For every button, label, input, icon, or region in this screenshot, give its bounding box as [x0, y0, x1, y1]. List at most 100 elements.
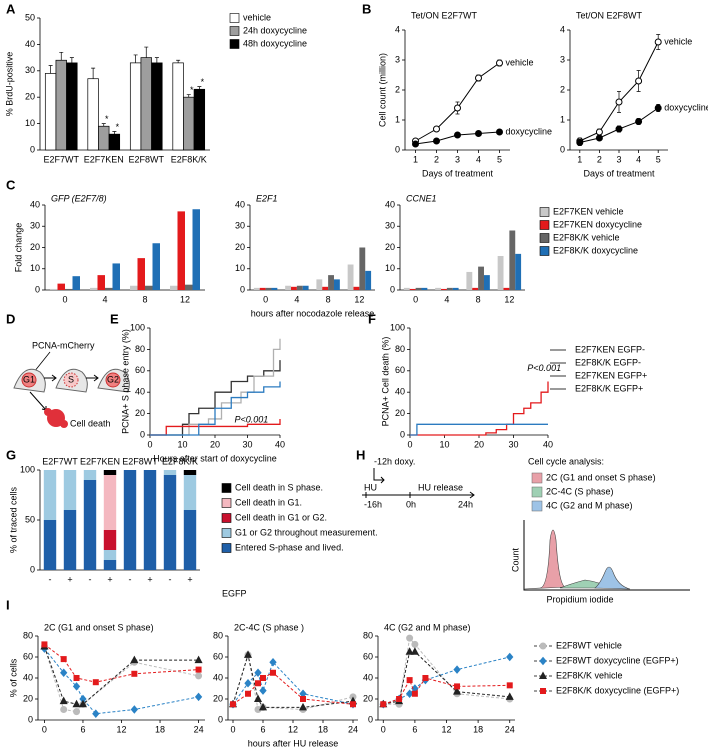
bar — [296, 285, 303, 290]
point — [270, 669, 276, 676]
x-tick-label: E2F7KEN — [84, 154, 124, 164]
y-tick-label: 0 — [28, 714, 33, 724]
chart-title: Tet/ON E2F7WT — [411, 10, 478, 20]
x-tick-label: 4 — [476, 154, 481, 164]
y-tick-label: 30 — [25, 65, 35, 75]
x-axis-label: EGFP — [222, 588, 247, 598]
error-bar — [144, 46, 149, 58]
histogram-2c — [523, 529, 567, 590]
bar — [98, 125, 110, 151]
point — [195, 666, 202, 673]
legend-swatch — [539, 233, 550, 243]
timeline-label: 24h — [458, 499, 473, 509]
point — [576, 139, 584, 146]
y-tick-label: 0 — [240, 284, 245, 294]
x-tick-label: 12 — [288, 724, 298, 734]
point — [505, 692, 514, 700]
legend-swatch — [539, 246, 550, 256]
bar — [193, 88, 206, 151]
bar — [359, 247, 366, 290]
y-tick-label: 80 — [135, 344, 145, 354]
y-tick-label: 40 — [30, 199, 40, 209]
x-tick-label: 18 — [155, 724, 165, 734]
x-tick-label: 10 — [177, 439, 187, 449]
x-tick-label: 3 — [616, 154, 621, 164]
bar-segment — [43, 470, 57, 520]
error-bar — [112, 131, 117, 135]
error-bar — [91, 67, 96, 79]
legend-label: E2F8K/K vehicle — [556, 670, 623, 680]
point — [60, 706, 68, 713]
x-axis-label: hours after HU release — [248, 738, 339, 748]
legend-label: Cell death in G1. — [235, 497, 302, 507]
analysis-title: Cell cycle analysis: — [528, 456, 604, 466]
significance-mark: * — [116, 122, 120, 132]
y-tick-label: 100 — [390, 322, 405, 332]
timeline-label: HU — [364, 482, 377, 492]
panel-label: D — [6, 311, 15, 326]
hist-axes — [523, 520, 690, 591]
y-tick-label: 3 — [395, 54, 400, 64]
x-tick-label: 8 — [142, 294, 147, 304]
legend-label: E2F8K/K vehicle — [553, 232, 620, 242]
panel-label: A — [6, 1, 16, 16]
gate-label: 4C (G2 and M phase) — [546, 500, 633, 510]
x-tick-label: 20 — [474, 439, 484, 449]
step-line — [410, 423, 548, 436]
x-tick-label: 5 — [497, 154, 502, 164]
bar — [66, 62, 78, 151]
legend-label: E2F8WT vehicle — [556, 640, 622, 650]
death-label: Cell death — [70, 418, 111, 428]
bar — [50, 288, 58, 290]
x-tick-label: 6 — [260, 724, 265, 734]
x-tick-label: + — [147, 574, 152, 584]
legend-label: E2F8K/K doxycycline (EGFP+) — [556, 685, 679, 695]
x-tick-label: 4 — [294, 294, 299, 304]
nucleus — [21, 372, 37, 388]
x-tick-label: - — [89, 574, 92, 584]
legend-label: G1 or G2 throughout measurement. — [235, 527, 378, 537]
bar — [365, 270, 372, 290]
timeline-label: -12h doxy. — [374, 456, 415, 466]
point — [615, 125, 623, 133]
hist-xlabel: Propidium iodide — [546, 594, 613, 604]
y-tick-label: 20 — [30, 242, 40, 252]
y-tick-label: 20 — [25, 92, 35, 102]
point — [635, 77, 643, 85]
x-tick-label: 30 — [508, 439, 518, 449]
bar — [253, 287, 260, 290]
y-tick-label: 40 — [385, 199, 395, 209]
y-tick-label: 0 — [140, 429, 145, 439]
legend-marker — [539, 642, 547, 650]
bar-segment — [103, 470, 117, 475]
error-bar — [48, 65, 53, 74]
bar — [183, 96, 195, 151]
legend-swatch — [229, 13, 240, 23]
pointer — [33, 351, 51, 373]
y-axis-label: Fold change — [13, 223, 23, 273]
bar — [472, 287, 479, 290]
phase-label: S — [68, 374, 74, 384]
arrow — [373, 468, 385, 484]
y-tick-label: 2 — [395, 84, 400, 94]
nucleus — [63, 372, 79, 388]
y-tick-label: 0 — [390, 284, 395, 294]
legend-label: 48h doxycycline — [243, 38, 307, 48]
legend-label: E2F7KEN EGFP+ — [575, 370, 647, 380]
bar — [403, 287, 410, 290]
legend-swatch — [539, 207, 550, 217]
x-tick-label: 18 — [318, 724, 328, 734]
x-axis-label: Days of treatment — [422, 168, 494, 178]
y-tick-label: 2 — [560, 84, 565, 94]
point — [411, 640, 419, 648]
point — [130, 655, 139, 664]
bar-segment — [123, 470, 137, 570]
x-tick-label: 0 — [230, 724, 235, 734]
point — [595, 128, 603, 136]
bar — [177, 211, 185, 290]
bar — [57, 283, 65, 290]
bar-segment — [103, 475, 117, 530]
bar — [44, 73, 57, 151]
y-tick-label: 30 — [30, 221, 40, 231]
